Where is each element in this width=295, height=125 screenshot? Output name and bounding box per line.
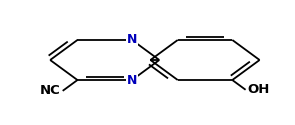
Text: NC: NC (40, 84, 60, 97)
Text: N: N (127, 34, 137, 46)
Text: N: N (127, 74, 137, 86)
Text: OH: OH (247, 83, 269, 96)
